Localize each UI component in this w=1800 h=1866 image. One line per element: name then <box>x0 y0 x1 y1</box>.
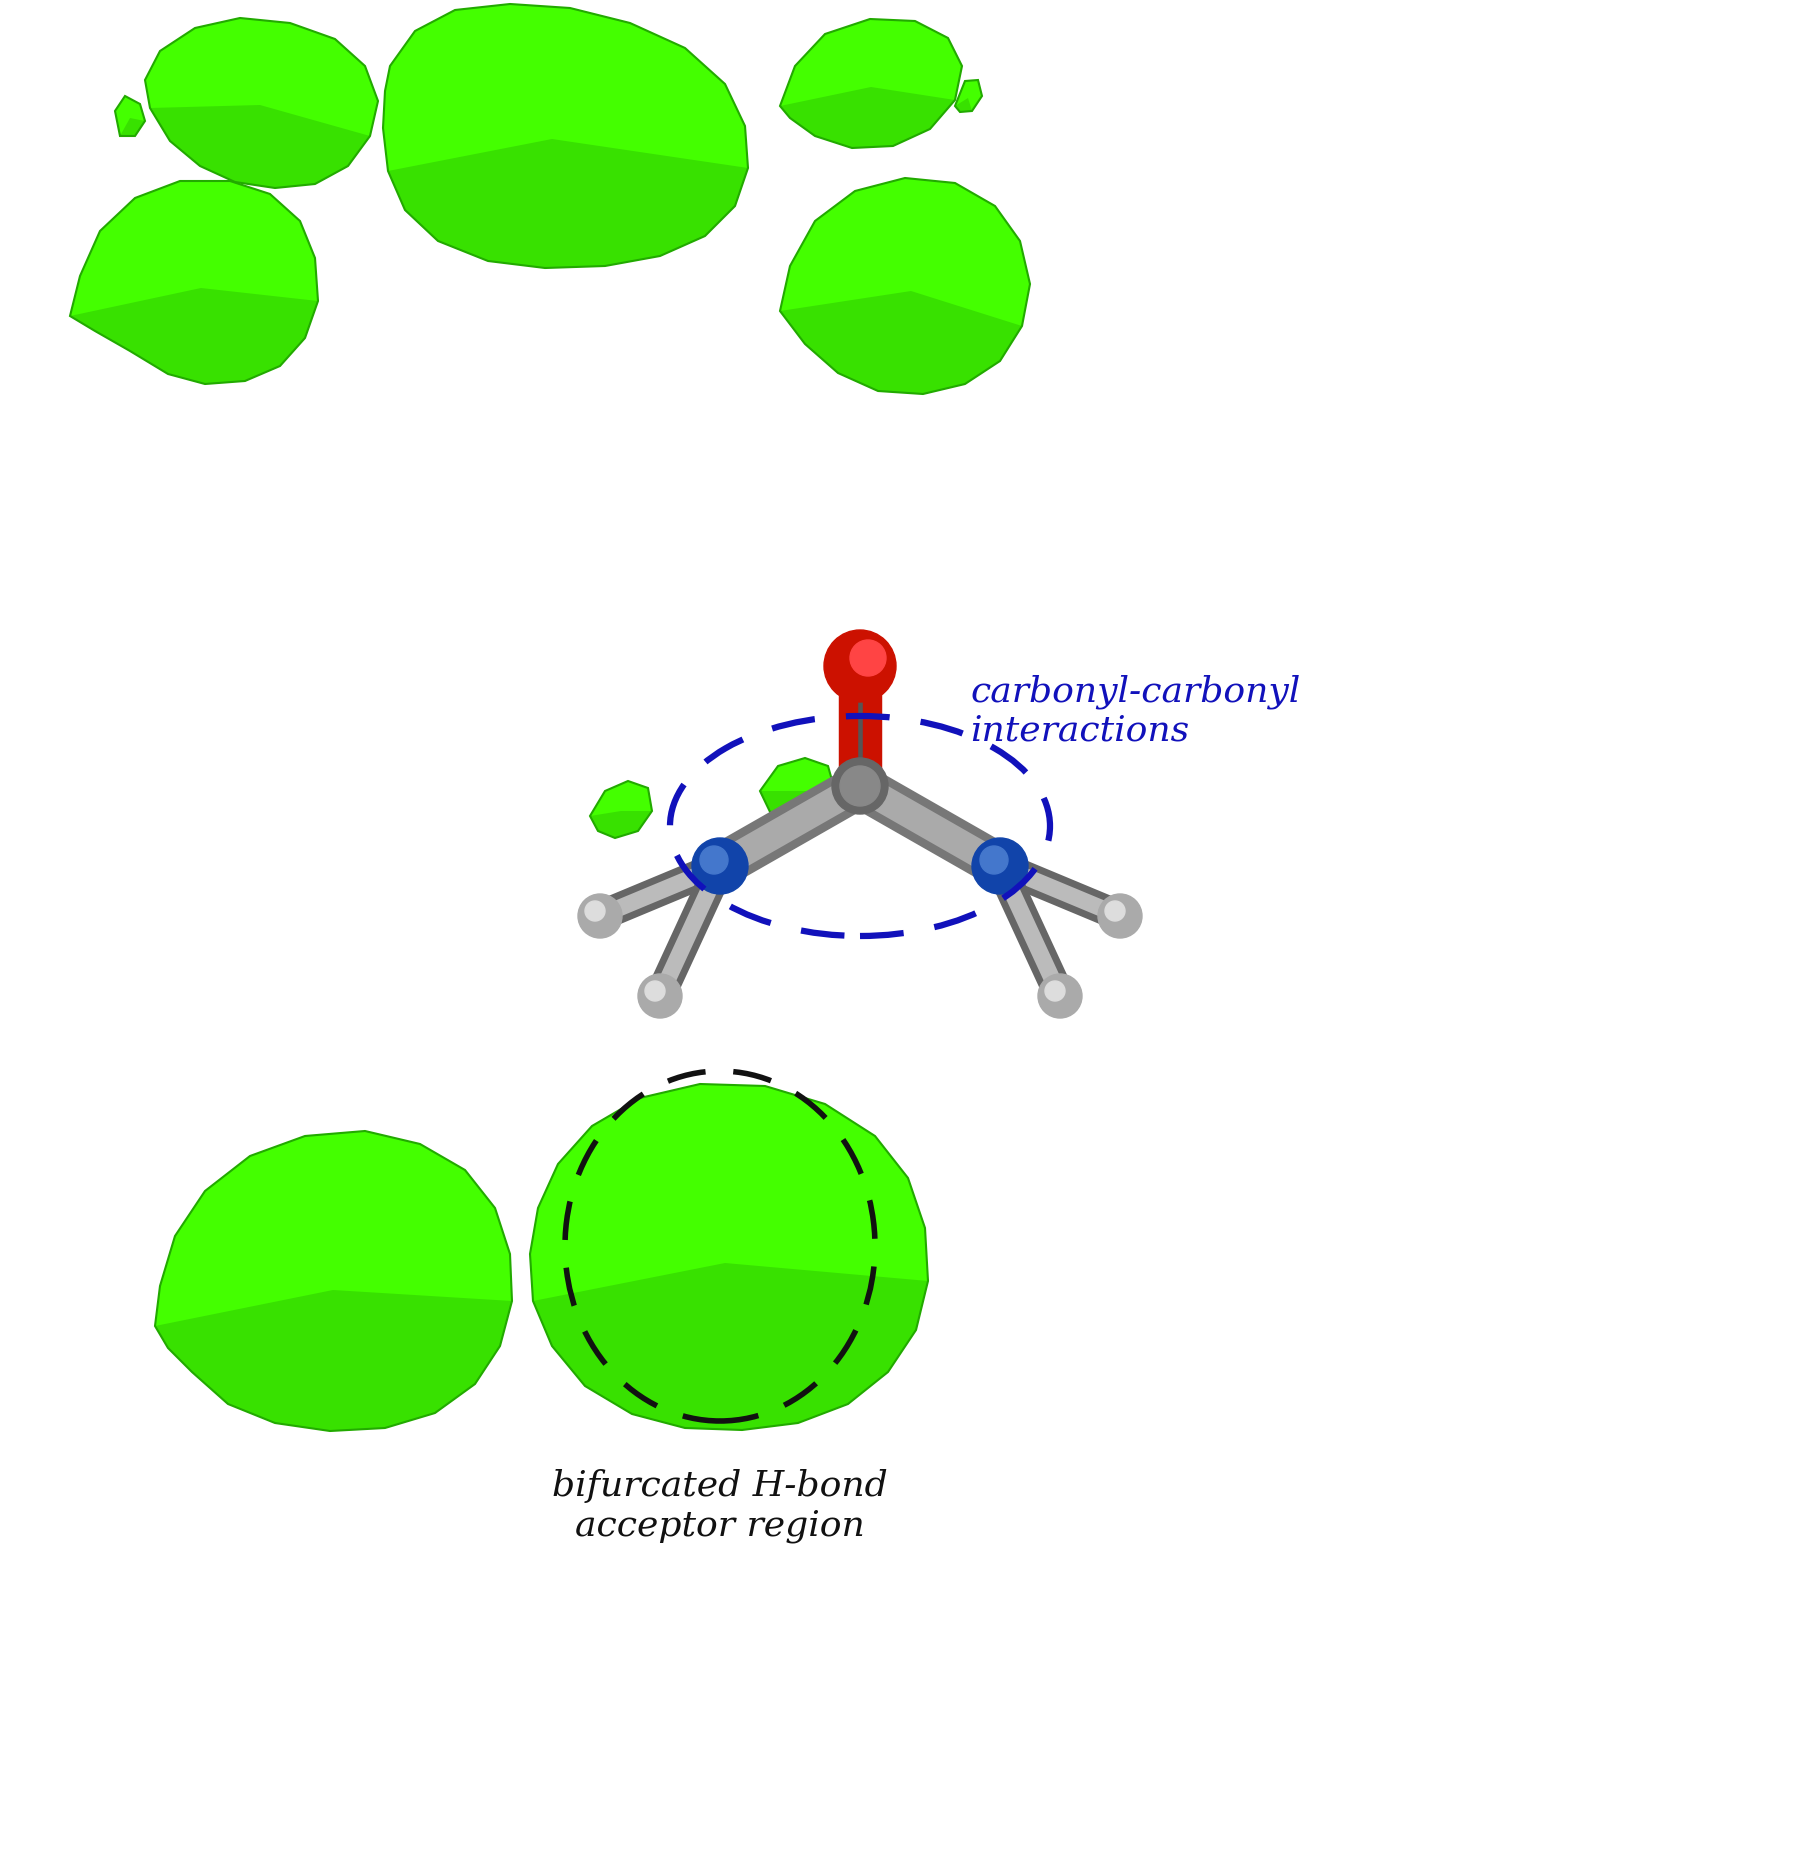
Polygon shape <box>956 99 972 112</box>
Polygon shape <box>779 88 956 147</box>
Polygon shape <box>115 95 146 136</box>
Circle shape <box>1039 974 1082 1019</box>
Circle shape <box>832 758 887 814</box>
Polygon shape <box>760 758 835 825</box>
Circle shape <box>850 640 886 675</box>
Polygon shape <box>529 1084 929 1429</box>
Polygon shape <box>70 181 319 384</box>
Polygon shape <box>760 791 835 825</box>
Polygon shape <box>155 1131 511 1431</box>
Circle shape <box>700 845 727 873</box>
Circle shape <box>1046 982 1066 1000</box>
Circle shape <box>979 845 1008 873</box>
Polygon shape <box>70 287 319 384</box>
Circle shape <box>824 631 896 702</box>
Circle shape <box>585 901 605 922</box>
Polygon shape <box>389 138 749 269</box>
Polygon shape <box>121 118 146 136</box>
Text: bifurcated H-bond
acceptor region: bifurcated H-bond acceptor region <box>553 1469 887 1543</box>
Circle shape <box>644 982 664 1000</box>
Polygon shape <box>383 4 749 269</box>
Polygon shape <box>590 782 652 838</box>
Polygon shape <box>146 19 378 188</box>
Text: carbonyl-carbonyl
interactions: carbonyl-carbonyl interactions <box>970 674 1300 748</box>
Circle shape <box>1098 894 1141 939</box>
Polygon shape <box>779 291 1022 394</box>
Polygon shape <box>533 1263 929 1429</box>
Polygon shape <box>149 104 371 188</box>
Circle shape <box>841 767 880 806</box>
Circle shape <box>691 838 749 894</box>
Circle shape <box>1105 901 1125 922</box>
Polygon shape <box>779 19 961 147</box>
Polygon shape <box>590 812 652 838</box>
Circle shape <box>578 894 623 939</box>
Polygon shape <box>644 246 731 312</box>
Circle shape <box>972 838 1028 894</box>
Circle shape <box>637 974 682 1019</box>
Polygon shape <box>956 80 983 112</box>
Polygon shape <box>779 177 1030 394</box>
Polygon shape <box>155 1289 511 1431</box>
